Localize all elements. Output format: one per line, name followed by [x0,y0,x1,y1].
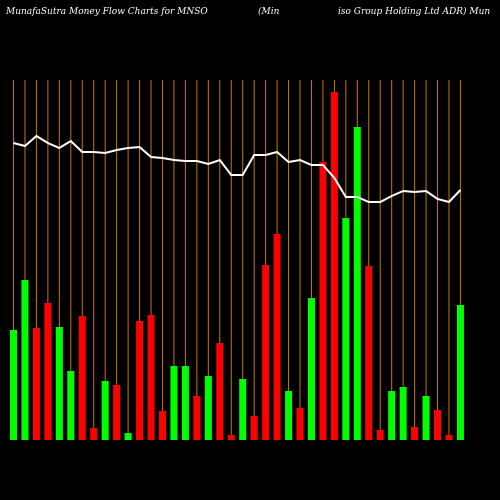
bar [399,387,407,440]
title: (Min [258,6,280,17]
bar [21,280,29,440]
title: iso Group Holding Ltd ADR) Mun [338,6,490,17]
bar [90,428,98,440]
bar [78,316,86,440]
bar [147,315,155,440]
bar [10,330,17,440]
bar [113,385,121,440]
bar [353,127,361,440]
bar [365,266,373,440]
bar [204,376,212,440]
bar [307,298,315,440]
bar [411,427,419,440]
bar [136,321,144,440]
bar [330,92,338,440]
bar [422,396,430,440]
bar [445,435,453,440]
bar [216,343,224,440]
bar [342,218,350,440]
bar [250,416,258,440]
money-flow-line [13,134,462,204]
bar [434,410,442,440]
bar [227,435,235,440]
bar [273,234,281,440]
bar [319,162,327,440]
bar [67,371,75,440]
bar [44,303,52,440]
bar [181,366,189,440]
bar [158,411,166,440]
title: MunafaSutra Money Flow Charts for MNSO [5,7,208,17]
bar [285,391,293,440]
bar [456,305,464,440]
bar [193,396,201,440]
bar [262,265,270,440]
bar [239,379,247,440]
bar [170,366,178,440]
bar [32,328,40,440]
bar [376,430,384,440]
bar [124,433,132,440]
bar [388,391,396,440]
bar [55,327,63,440]
bar [101,381,109,440]
bar [296,408,304,440]
